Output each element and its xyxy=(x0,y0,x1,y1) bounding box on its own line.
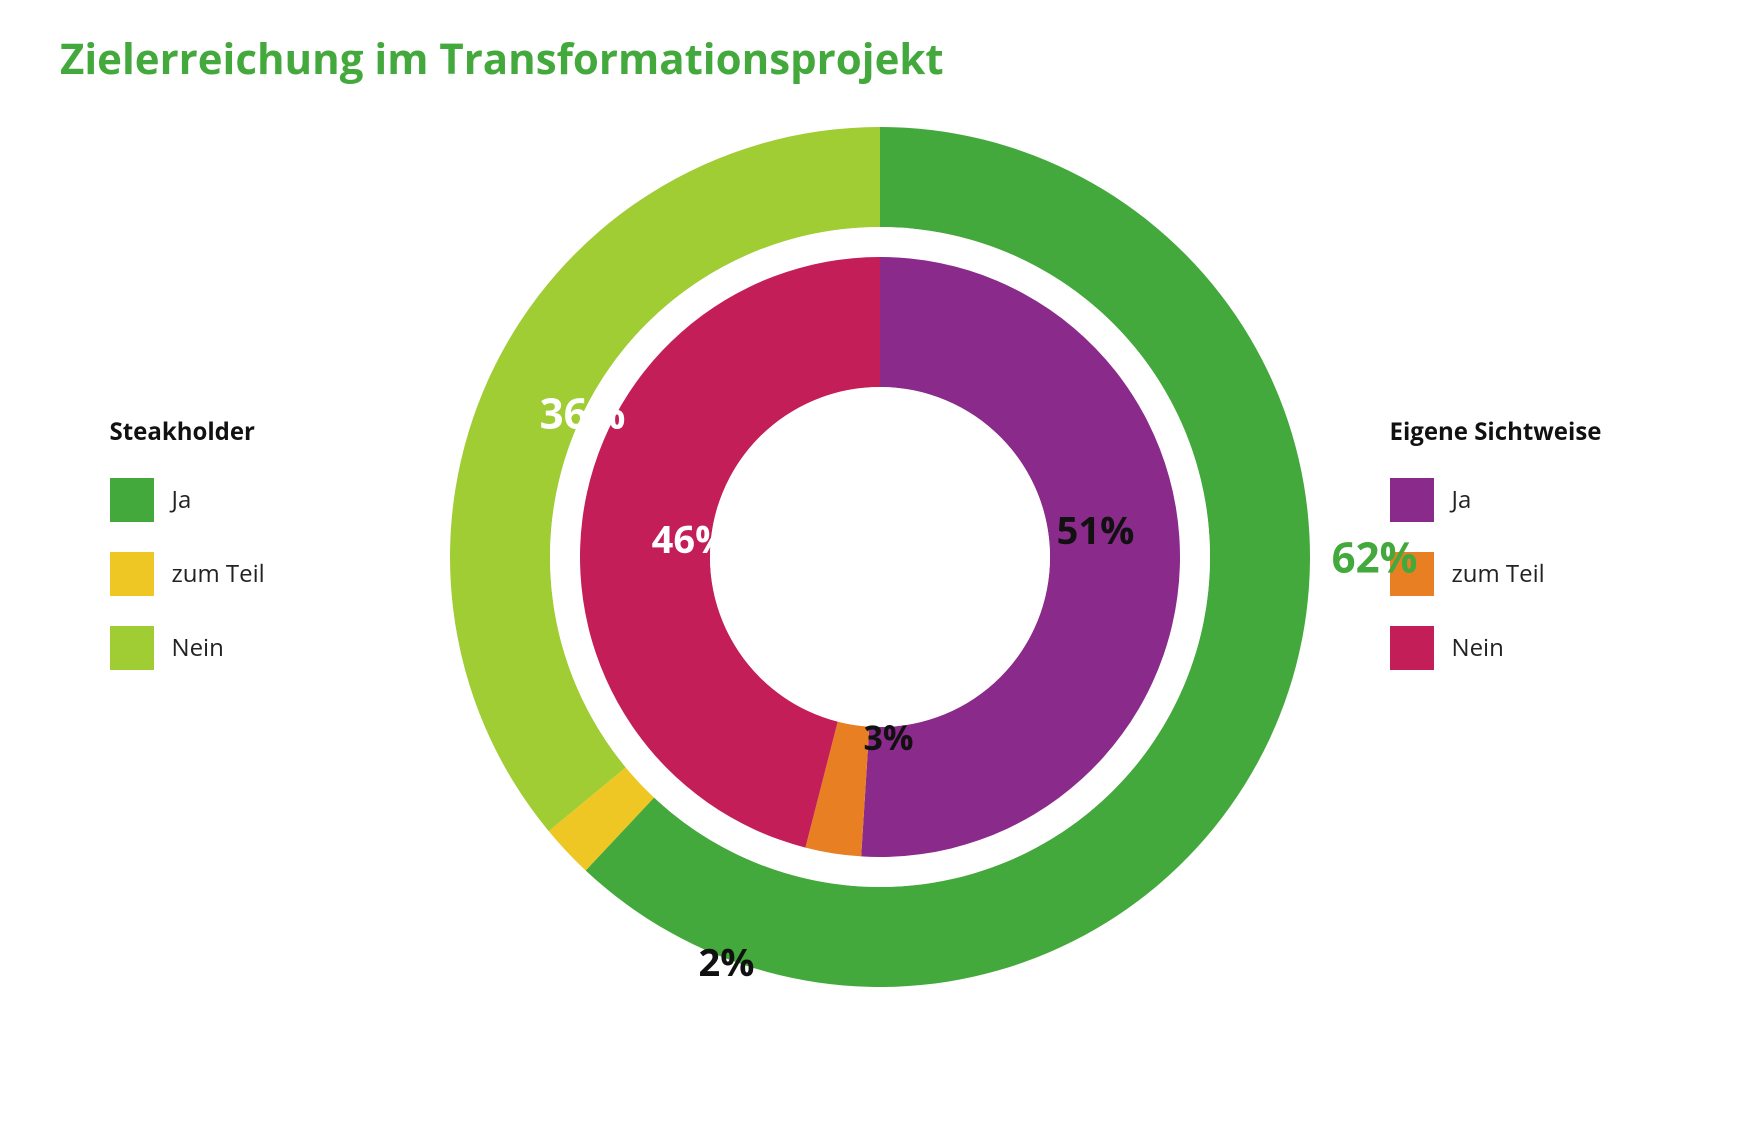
legend-right: Eigene Sichtweise Ja zum Teil Nein xyxy=(1390,415,1650,700)
legend-right-label-ja: Ja xyxy=(1452,483,1472,516)
legend-right-item-nein: Nein xyxy=(1390,626,1650,670)
swatch-ja-outer xyxy=(110,478,154,522)
pct-label-outer_ja: 62% xyxy=(1332,529,1418,586)
pct-label-outer_nein: 36% xyxy=(540,385,626,442)
chart-title: Zielerreichung im Transformationsprojekt xyxy=(60,30,1699,87)
legend-right-label-zumteil: zum Teil xyxy=(1452,557,1545,590)
pct-label-outer_zum_teil: 2% xyxy=(699,936,755,988)
legend-right-item-ja: Ja xyxy=(1390,478,1650,522)
pct-label-inner_nein: 46% xyxy=(652,513,730,565)
legend-left-title: Steakholder xyxy=(110,415,370,448)
pct-label-inner_ja: 51% xyxy=(1057,504,1135,556)
legend-left-item-ja: Ja xyxy=(110,478,370,522)
legend-left: Steakholder Ja zum Teil Nein xyxy=(110,415,370,700)
legend-right-title: Eigene Sichtweise xyxy=(1390,415,1650,448)
swatch-nein-inner xyxy=(1390,626,1434,670)
page: Zielerreichung im Transformationsprojekt… xyxy=(0,0,1759,1130)
chart-row: Steakholder Ja zum Teil Nein 62% 2% 36% 51%… xyxy=(60,107,1699,1007)
legend-left-label-ja: Ja xyxy=(172,483,192,516)
swatch-zumteil-outer xyxy=(110,552,154,596)
legend-left-label-zumteil: zum Teil xyxy=(172,557,265,590)
pct-label-inner_zum_teil: 3% xyxy=(863,714,913,760)
legend-right-item-zumteil: zum Teil xyxy=(1390,552,1650,596)
legend-left-item-zumteil: zum Teil xyxy=(110,552,370,596)
swatch-nein-outer xyxy=(110,626,154,670)
donut-svg xyxy=(430,107,1330,1007)
legend-left-label-nein: Nein xyxy=(172,631,224,664)
donut-chart: 62%2%36%51%3%46% xyxy=(430,107,1330,1007)
legend-right-label-nein: Nein xyxy=(1452,631,1504,664)
swatch-ja-inner xyxy=(1390,478,1434,522)
legend-left-item-nein: Nein xyxy=(110,626,370,670)
